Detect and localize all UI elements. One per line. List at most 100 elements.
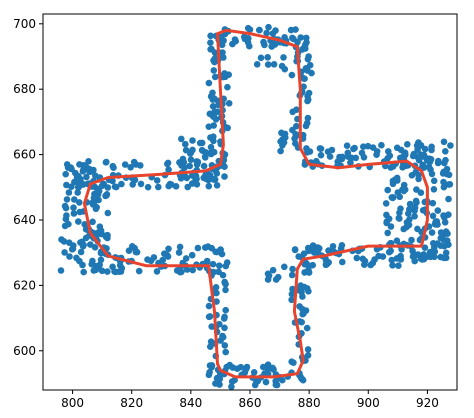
data-point (304, 346, 312, 353)
data-point (428, 229, 436, 236)
data-point (223, 259, 231, 266)
data-point (87, 241, 94, 248)
data-point (401, 186, 409, 193)
data-point (69, 245, 77, 253)
data-point (210, 113, 218, 121)
outline-curve (82, 28, 429, 379)
data-point (272, 276, 280, 283)
data-point (361, 261, 368, 269)
data-point (430, 177, 438, 185)
data-point (212, 284, 220, 291)
data-point (83, 173, 90, 181)
data-point (66, 253, 73, 260)
data-point (304, 114, 312, 122)
data-point (224, 124, 231, 132)
data-point (302, 41, 309, 49)
data-point (440, 178, 447, 186)
data-point (429, 199, 437, 207)
data-point (302, 65, 310, 72)
data-point (412, 197, 420, 205)
data-point (323, 260, 331, 268)
data-point (304, 352, 312, 359)
y-tick-label: 660 (13, 148, 36, 162)
x-tick-label: 820 (120, 396, 143, 410)
data-point (225, 100, 233, 107)
data-point (281, 263, 288, 271)
data-point (447, 142, 454, 149)
data-point (70, 210, 78, 217)
data-point (210, 137, 217, 145)
data-point (205, 79, 213, 87)
data-point (198, 146, 206, 154)
data-point (445, 195, 452, 203)
y-axis: 600 620 640 660 680 700 (13, 17, 43, 358)
data-point (260, 363, 267, 371)
data-point (82, 234, 90, 242)
data-point (104, 268, 111, 275)
data-point (189, 266, 196, 274)
data-point (210, 67, 218, 74)
data-point (58, 236, 65, 243)
data-point (63, 196, 71, 203)
data-point (224, 83, 231, 91)
data-point (415, 175, 422, 183)
data-point (389, 262, 396, 269)
data-point (288, 296, 295, 304)
data-point (277, 147, 284, 155)
data-point (408, 172, 416, 179)
data-point (309, 242, 317, 249)
data-point (132, 248, 140, 256)
data-point (153, 268, 161, 275)
data-point (302, 307, 310, 314)
data-point (300, 83, 307, 90)
data-point (205, 313, 213, 321)
data-point (102, 159, 110, 166)
data-point (306, 148, 314, 155)
data-point (389, 194, 397, 202)
data-point (221, 279, 229, 287)
data-point (210, 122, 217, 129)
data-point (244, 24, 252, 32)
data-point (288, 271, 296, 279)
y-tick-label: 640 (13, 213, 36, 227)
data-point (74, 183, 82, 191)
data-point (219, 333, 227, 341)
data-point (202, 154, 209, 161)
data-point (292, 26, 299, 33)
data-point (395, 262, 402, 270)
data-point (339, 258, 346, 266)
data-point (393, 144, 401, 152)
data-point (414, 225, 421, 233)
data-point (213, 182, 221, 189)
data-point (411, 213, 418, 220)
data-point (77, 248, 85, 256)
data-point (92, 266, 100, 274)
data-point (204, 243, 212, 250)
data-point (68, 183, 75, 190)
data-point (441, 242, 448, 250)
data-point (175, 249, 183, 256)
data-point (217, 246, 224, 254)
data-point (317, 145, 325, 152)
data-point (62, 215, 70, 223)
data-point (207, 338, 215, 346)
data-point (209, 103, 217, 110)
data-point (222, 306, 229, 314)
data-point (437, 234, 445, 242)
data-point (295, 253, 303, 260)
data-point (385, 248, 393, 256)
data-point (313, 157, 320, 165)
data-point (65, 189, 73, 196)
data-point (305, 266, 312, 274)
data-point (299, 376, 307, 384)
data-point (326, 153, 334, 160)
data-point (207, 46, 214, 53)
data-point (264, 276, 272, 283)
data-point (396, 209, 403, 217)
data-point (182, 255, 190, 262)
data-point (221, 173, 228, 180)
data-point (317, 151, 325, 159)
data-point (269, 364, 277, 372)
data-point (439, 170, 447, 177)
